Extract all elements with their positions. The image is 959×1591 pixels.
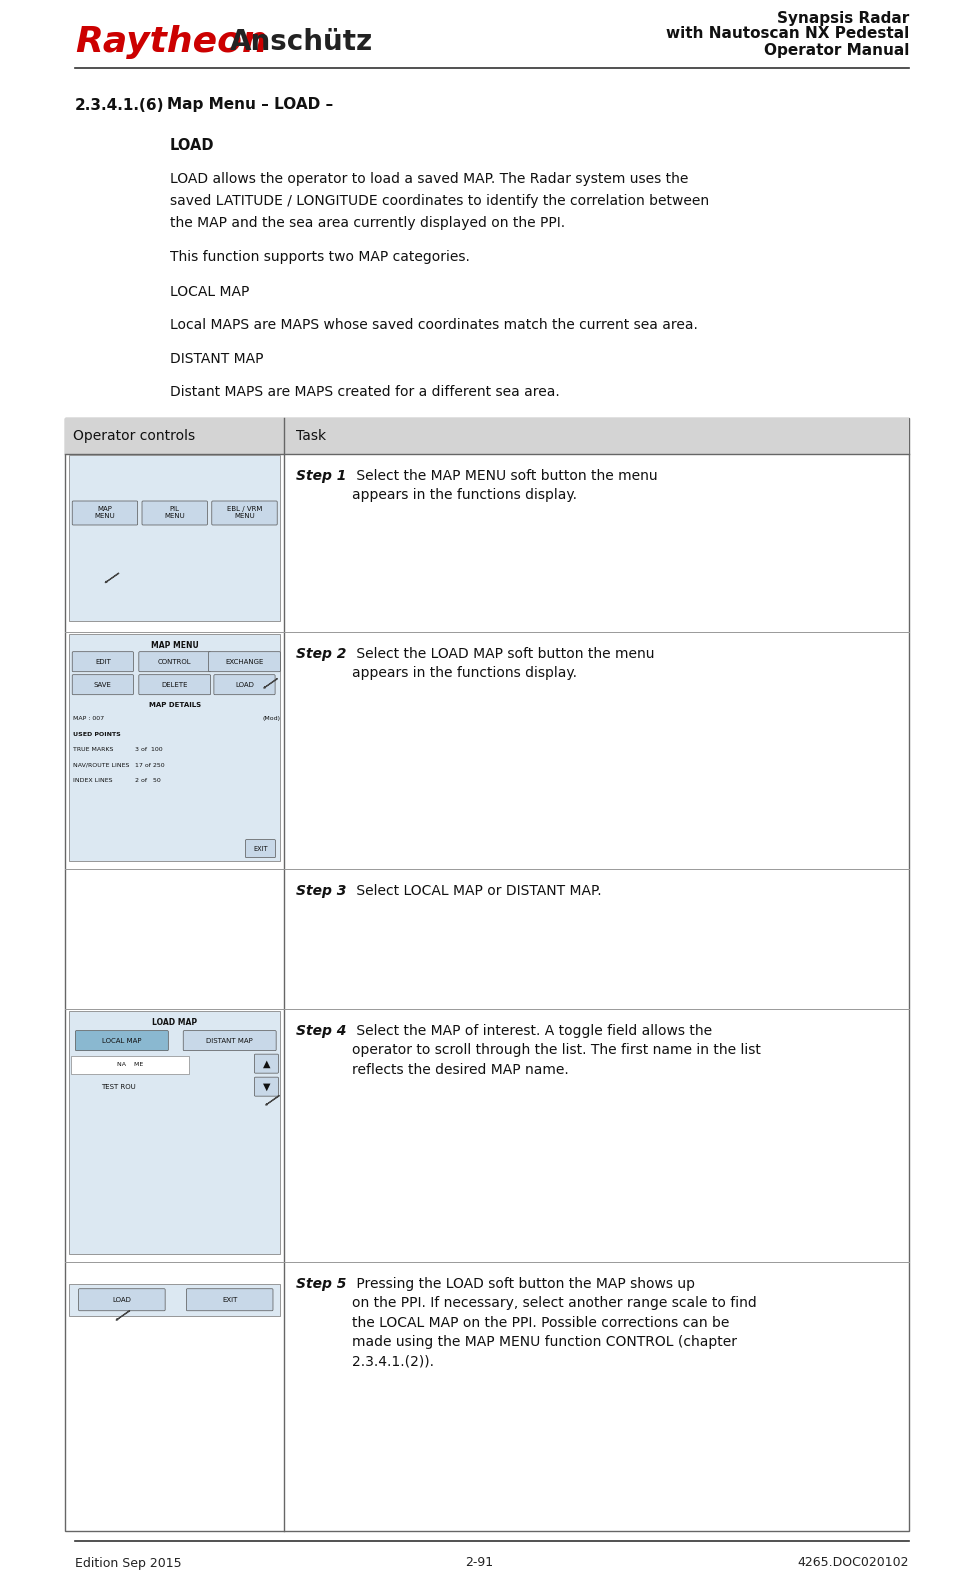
Text: Select the MAP MENU soft button the menu
appears in the functions display.: Select the MAP MENU soft button the menu… — [353, 469, 658, 503]
Text: LOAD MAP: LOAD MAP — [152, 1018, 198, 1028]
Text: EXIT: EXIT — [222, 1297, 238, 1303]
Text: LOAD: LOAD — [112, 1297, 131, 1303]
Text: Map Menu – LOAD –: Map Menu – LOAD – — [167, 97, 333, 113]
Bar — [71, 1056, 190, 1074]
Text: This function supports two MAP categories.: This function supports two MAP categorie… — [170, 250, 470, 264]
FancyBboxPatch shape — [72, 652, 133, 671]
Bar — [69, 455, 280, 620]
Text: 2-91: 2-91 — [465, 1556, 494, 1569]
Text: ▲: ▲ — [263, 1058, 270, 1069]
FancyBboxPatch shape — [142, 501, 207, 525]
Text: Step 3: Step 3 — [296, 883, 347, 897]
Text: LOAD: LOAD — [235, 681, 254, 687]
Bar — [65, 418, 909, 1531]
Text: Select LOCAL MAP or DISTANT MAP.: Select LOCAL MAP or DISTANT MAP. — [353, 883, 602, 897]
Text: Synapsis Radar: Synapsis Radar — [777, 11, 909, 25]
Text: LOAD: LOAD — [170, 138, 215, 153]
Text: LOAD allows the operator to load a saved MAP. The Radar system uses the: LOAD allows the operator to load a saved… — [170, 172, 689, 186]
Text: TEST ROU: TEST ROU — [101, 1083, 136, 1090]
Text: Pressing the LOAD soft button the MAP shows up
on the PPI. If necessary, select : Pressing the LOAD soft button the MAP sh… — [353, 1276, 758, 1368]
Text: LOCAL MAP: LOCAL MAP — [102, 1037, 142, 1044]
Text: EDIT: EDIT — [95, 659, 111, 665]
FancyBboxPatch shape — [183, 1031, 276, 1050]
Text: TRUE MARKS: TRUE MARKS — [73, 748, 113, 753]
FancyBboxPatch shape — [209, 652, 280, 671]
FancyBboxPatch shape — [186, 1289, 273, 1311]
Text: Step 1: Step 1 — [296, 469, 347, 484]
Bar — [69, 633, 280, 861]
Text: 2.3.4.1.(6): 2.3.4.1.(6) — [75, 97, 165, 113]
Text: ▼: ▼ — [263, 1082, 270, 1091]
Text: EXCHANGE: EXCHANGE — [225, 659, 264, 665]
Bar — [69, 1010, 280, 1254]
Text: Select the LOAD MAP soft button the menu
appears in the functions display.: Select the LOAD MAP soft button the menu… — [353, 646, 655, 681]
FancyBboxPatch shape — [139, 652, 211, 671]
Text: Step 2: Step 2 — [296, 646, 347, 660]
Text: 17 of 250: 17 of 250 — [135, 762, 165, 768]
Text: LOCAL MAP: LOCAL MAP — [170, 285, 249, 299]
Text: (Mod): (Mod) — [263, 716, 280, 721]
Text: Anschütz: Anschütz — [230, 29, 373, 56]
FancyBboxPatch shape — [79, 1289, 165, 1311]
Text: Select the MAP of interest. A toggle field allows the
operator to scroll through: Select the MAP of interest. A toggle fie… — [353, 1023, 761, 1077]
Text: Edition Sep 2015: Edition Sep 2015 — [75, 1556, 181, 1569]
Text: 4265.DOC020102: 4265.DOC020102 — [798, 1556, 909, 1569]
Text: Local MAPS are MAPS whose saved coordinates match the current sea area.: Local MAPS are MAPS whose saved coordina… — [170, 318, 698, 333]
FancyBboxPatch shape — [76, 1031, 169, 1050]
Bar — [69, 1284, 280, 1316]
Text: EBL / VRM
MENU: EBL / VRM MENU — [227, 506, 262, 520]
Text: Raytheon: Raytheon — [75, 25, 268, 59]
Text: Distant MAPS are MAPS created for a different sea area.: Distant MAPS are MAPS created for a diff… — [170, 385, 560, 399]
Text: DISTANT MAP: DISTANT MAP — [206, 1037, 253, 1044]
Text: DELETE: DELETE — [161, 681, 188, 687]
Text: with Nautoscan NX Pedestal: with Nautoscan NX Pedestal — [666, 27, 909, 41]
Bar — [65, 418, 909, 453]
Text: DISTANT MAP: DISTANT MAP — [170, 352, 264, 366]
FancyBboxPatch shape — [72, 501, 138, 525]
Text: EXIT: EXIT — [253, 846, 268, 851]
FancyBboxPatch shape — [212, 501, 277, 525]
FancyBboxPatch shape — [254, 1077, 278, 1096]
Text: NA    ME: NA ME — [117, 1063, 143, 1068]
Text: MAP : 007: MAP : 007 — [73, 716, 105, 721]
Text: Operator Manual: Operator Manual — [763, 43, 909, 57]
Text: PIL
MENU: PIL MENU — [164, 506, 185, 520]
FancyBboxPatch shape — [72, 675, 133, 695]
Text: Operator controls: Operator controls — [73, 430, 195, 442]
Text: Step 4: Step 4 — [296, 1023, 347, 1037]
Text: saved LATITUDE / LONGITUDE coordinates to identify the correlation between: saved LATITUDE / LONGITUDE coordinates t… — [170, 194, 709, 208]
Text: MAP DETAILS: MAP DETAILS — [149, 702, 200, 708]
Text: Step 5: Step 5 — [296, 1276, 347, 1290]
Text: 3 of  100: 3 of 100 — [135, 748, 163, 753]
Text: NAV/ROUTE LINES: NAV/ROUTE LINES — [73, 762, 129, 768]
Text: INDEX LINES: INDEX LINES — [73, 778, 112, 783]
FancyBboxPatch shape — [254, 1055, 278, 1074]
Text: USED POINTS: USED POINTS — [73, 732, 121, 737]
Text: MAP
MENU: MAP MENU — [95, 506, 115, 520]
Text: MAP MENU: MAP MENU — [151, 641, 199, 651]
FancyBboxPatch shape — [139, 675, 211, 695]
Text: the MAP and the sea area currently displayed on the PPI.: the MAP and the sea area currently displ… — [170, 216, 565, 231]
Text: CONTROL: CONTROL — [158, 659, 192, 665]
FancyBboxPatch shape — [246, 840, 275, 858]
Text: SAVE: SAVE — [94, 681, 112, 687]
Text: Task: Task — [296, 430, 327, 442]
Text: 2 of   50: 2 of 50 — [135, 778, 161, 783]
FancyBboxPatch shape — [214, 675, 275, 695]
